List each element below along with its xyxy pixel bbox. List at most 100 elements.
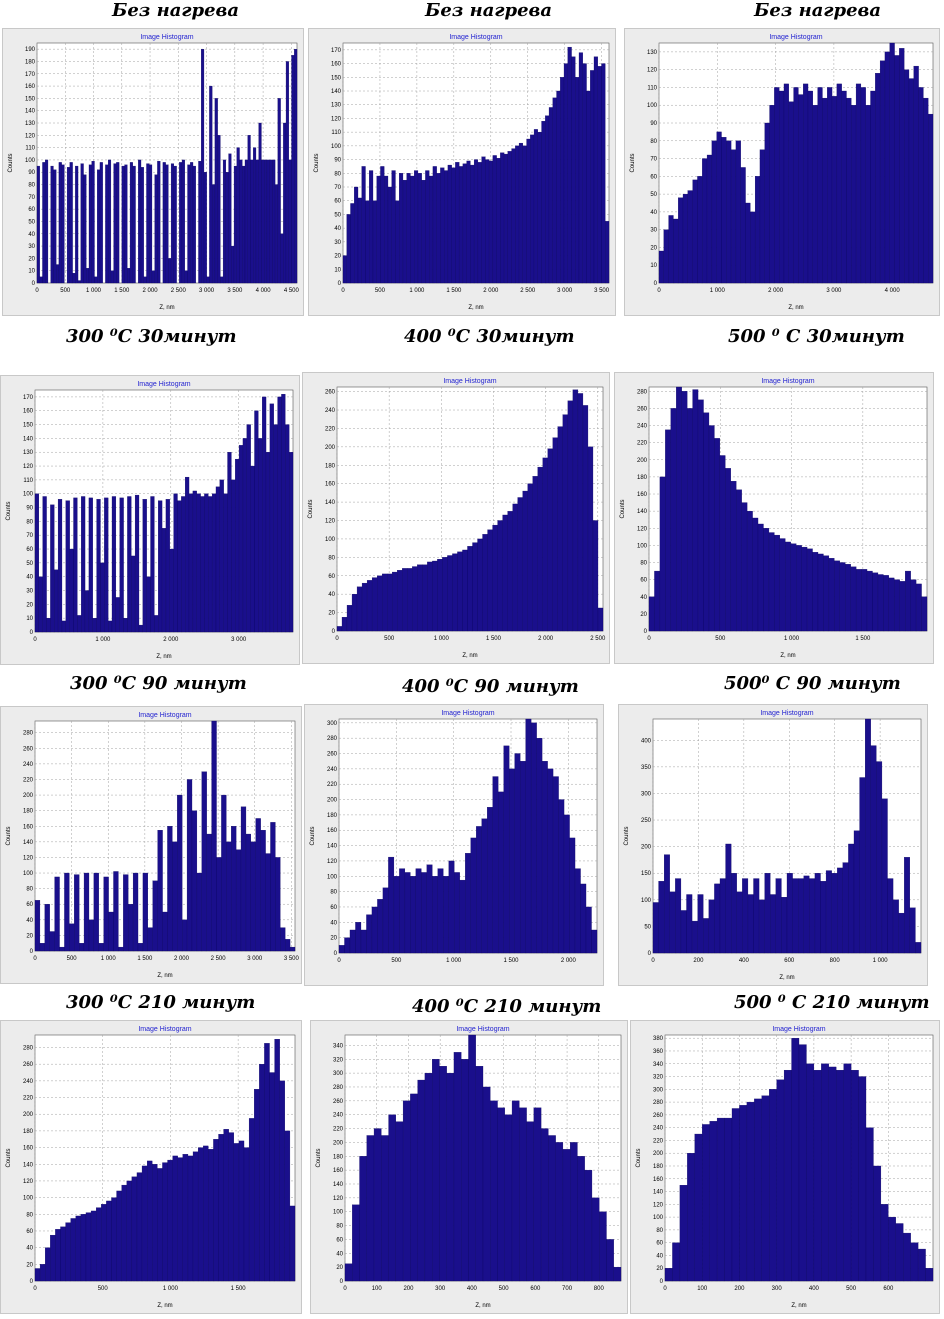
y-tick-label: 380 xyxy=(653,1036,664,1042)
histogram-bar xyxy=(289,1205,296,1282)
y-tick-label: 200 xyxy=(653,1151,664,1157)
histogram-bar xyxy=(192,490,197,633)
x-tick-label: 600 xyxy=(883,1286,894,1292)
histogram-bar xyxy=(498,791,504,954)
y-tick-label: 240 xyxy=(23,762,34,768)
histogram-bar xyxy=(79,943,85,952)
histogram-bar xyxy=(558,799,565,954)
y-tick-label: 80 xyxy=(656,1228,663,1234)
x-tick-label: 0 xyxy=(657,288,661,294)
y-tick-label: 180 xyxy=(25,59,36,65)
y-tick-label: 240 xyxy=(637,424,648,430)
histogram-bar xyxy=(392,571,398,632)
y-tick-label: 130 xyxy=(25,121,36,127)
histogram-bar xyxy=(283,122,287,284)
y-tick-label: 70 xyxy=(28,195,35,201)
histogram-bar xyxy=(225,172,229,284)
x-tick-label: 500 xyxy=(98,1286,109,1292)
histogram-bar xyxy=(472,542,478,632)
histogram-bar xyxy=(865,718,871,954)
y-tick-label: 20 xyxy=(26,1262,33,1268)
histogram-bar xyxy=(648,596,655,632)
histogram-bar xyxy=(709,1121,718,1282)
histogram-bar xyxy=(519,761,526,954)
histogram-bar xyxy=(190,162,194,284)
histogram-bar xyxy=(277,396,282,633)
y-tick-label: 20 xyxy=(650,245,657,251)
histogram-bar xyxy=(899,581,906,632)
y-tick-label: 140 xyxy=(327,844,338,850)
x-tick-label: 2 500 xyxy=(520,288,536,294)
histogram-bar xyxy=(154,615,159,633)
histogram-bar xyxy=(750,211,756,284)
histogram-bar xyxy=(925,1268,934,1282)
y-tick-label: 90 xyxy=(334,158,341,164)
histogram-bar xyxy=(187,1155,194,1282)
histogram-bar xyxy=(562,414,569,632)
y-tick-label: 90 xyxy=(28,170,35,176)
histogram-bar xyxy=(191,810,198,952)
y-tick-label: 150 xyxy=(331,75,342,81)
histogram-bar xyxy=(231,479,236,633)
histogram-bar xyxy=(828,558,835,632)
histogram-bar xyxy=(741,502,748,632)
histogram-bar xyxy=(593,56,598,284)
caption-title: 300 ⁰C 90 минут xyxy=(70,673,247,694)
histogram-bar xyxy=(98,943,104,952)
y-tick-label: 0 xyxy=(340,1279,344,1285)
y-tick-label: 280 xyxy=(327,736,338,742)
x-tick-label: 1 500 xyxy=(137,956,153,962)
histogram-bar xyxy=(255,818,261,952)
histogram-bar xyxy=(128,904,134,952)
histogram-bar xyxy=(443,876,449,954)
histogram-bar xyxy=(764,122,770,284)
y-tick-label: 160 xyxy=(331,62,342,68)
x-tick-label: 2 500 xyxy=(211,956,227,962)
y-tick-label: 300 xyxy=(333,1071,344,1077)
histogram-bar xyxy=(228,153,232,284)
histogram-bar xyxy=(356,586,363,632)
chart-title: Image Histogram xyxy=(760,710,813,717)
chart-title: Image Histogram xyxy=(441,710,494,717)
histogram-chart: Image Histogram 0 10 20 30 40 50 60 70 80 90 100 110… xyxy=(8,34,300,311)
histogram-bar xyxy=(376,175,381,284)
x-tick-label: 500 xyxy=(391,958,402,964)
x-tick-label: 0 xyxy=(651,958,655,964)
histogram-bar xyxy=(798,1044,807,1282)
x-tick-label: 0 xyxy=(663,1286,667,1292)
histogram-bar xyxy=(231,826,237,952)
histogram-bar xyxy=(861,569,868,632)
histogram-bar xyxy=(894,55,900,284)
histogram-bar xyxy=(393,876,400,954)
histogram-bar xyxy=(860,87,866,284)
x-tick-label: 600 xyxy=(784,958,795,964)
y-tick-label: 100 xyxy=(25,158,36,164)
histogram-bar xyxy=(56,264,60,284)
y-tick-label: 200 xyxy=(637,458,648,464)
histogram-bar xyxy=(470,164,475,284)
chart-title: Image Histogram xyxy=(761,378,814,385)
histogram-bar xyxy=(537,466,543,632)
histogram-bar xyxy=(73,497,78,633)
histogram-bar xyxy=(231,245,235,284)
histogram-bar xyxy=(721,137,727,284)
histogram-bar xyxy=(560,77,565,284)
histogram-bar xyxy=(877,574,884,632)
histogram-bar xyxy=(162,911,168,952)
histogram-bar xyxy=(673,218,679,284)
x-tick-label: 1 000 xyxy=(86,288,102,294)
y-tick-label: 160 xyxy=(325,482,336,488)
histogram-bar xyxy=(548,1135,556,1282)
y-tick-label: 20 xyxy=(334,254,341,260)
histogram-bar xyxy=(492,776,499,954)
histogram-bar xyxy=(708,425,715,632)
histogram-bar xyxy=(775,878,782,954)
x-tick-label: 0 xyxy=(647,636,651,642)
histogram-bar xyxy=(228,1132,234,1282)
histogram-bar xyxy=(69,162,73,284)
histogram-bar xyxy=(46,618,51,633)
histogram-bar xyxy=(254,1089,260,1282)
histogram-bar xyxy=(913,65,919,284)
histogram-bar xyxy=(168,258,172,284)
histogram-bar xyxy=(855,569,862,632)
